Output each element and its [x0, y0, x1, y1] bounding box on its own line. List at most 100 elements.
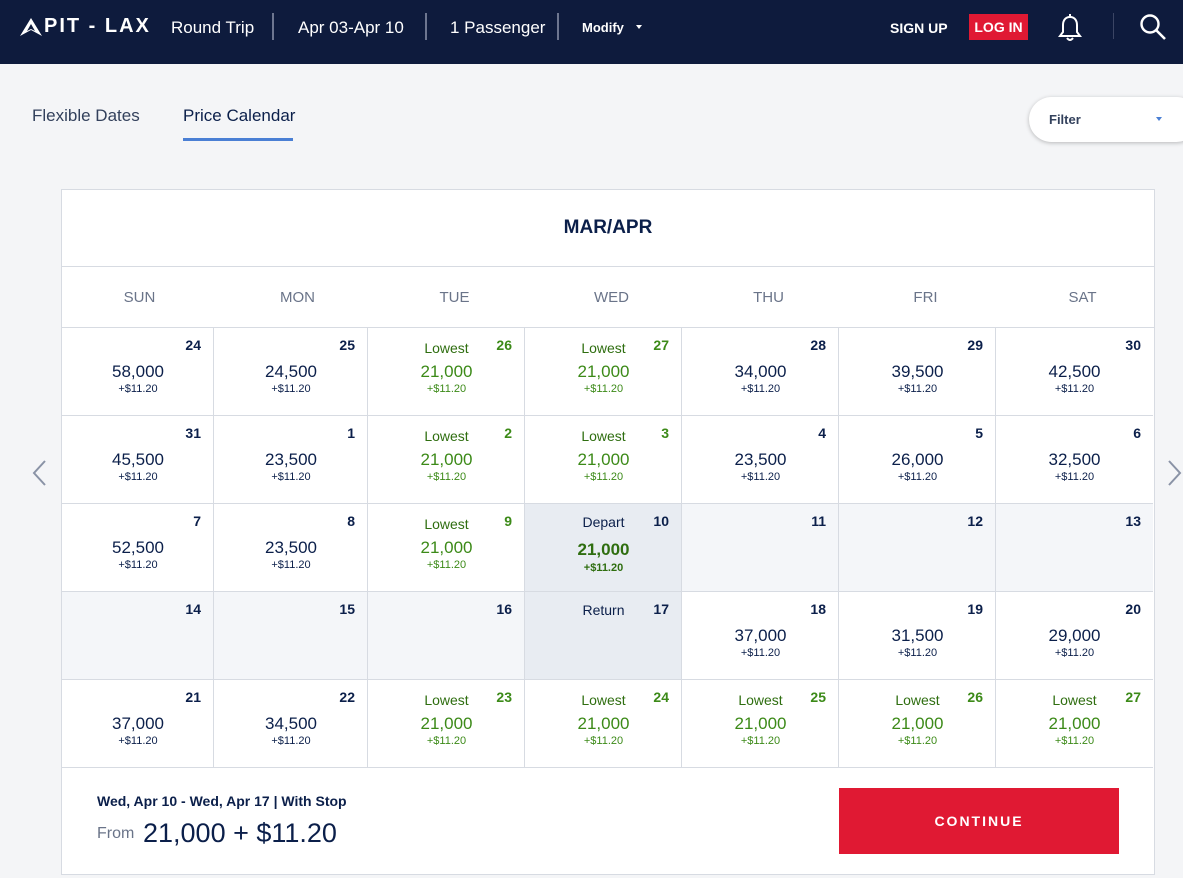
day-number: 23 [496, 689, 512, 705]
day-number: 1 [347, 425, 355, 441]
day-number: 28 [810, 337, 826, 353]
miles-price: 37,000 [112, 714, 164, 733]
calendar-day-selected[interactable]: 17 Return [525, 592, 682, 680]
chevron-down-icon[interactable] [636, 25, 642, 29]
fee-amount: +$11.20 [740, 735, 781, 747]
calendar-day[interactable]: 30 42,500 +$11.20 [996, 328, 1153, 416]
calendar-day[interactable]: 7 52,500 +$11.20 [62, 504, 214, 592]
selection-tag: Depart [582, 514, 625, 530]
fee-amount: +$11.20 [426, 735, 467, 747]
top-navigation-bar: PIT - LAX Round Trip Apr 03-Apr 10 1 Pas… [0, 0, 1183, 64]
divider [272, 13, 274, 40]
weekday-header: SUN MON TUE WED THU FRI SAT [62, 267, 1154, 328]
passenger-count[interactable]: 1 Passenger [450, 18, 546, 37]
continue-button[interactable]: CONTINUE [839, 788, 1119, 854]
calendar-day[interactable]: 29 39,500 +$11.20 [839, 328, 996, 416]
fee-amount: +$11.20 [271, 383, 311, 395]
calendar-day[interactable]: 2 Lowest 21,000 +$11.20 [368, 416, 525, 504]
calendar-day: 15 [214, 592, 368, 680]
fee-amount: +$11.20 [740, 383, 781, 395]
miles-price: 45,500 [112, 450, 164, 469]
calendar-day[interactable]: 24 58,000 +$11.20 [62, 328, 214, 416]
calendar-day[interactable]: 5 26,000 +$11.20 [839, 416, 996, 504]
calendar-day[interactable]: 3 Lowest 21,000 +$11.20 [525, 416, 682, 504]
lowest-fare-tag: Lowest [424, 428, 469, 444]
day-number: 20 [1125, 601, 1141, 617]
calendar-day[interactable]: 21 37,000 +$11.20 [62, 680, 214, 768]
miles-price: 21,000 [577, 714, 630, 733]
from-label: From [97, 825, 135, 842]
miles-price: 21,000 [420, 714, 473, 733]
route-title: PIT - LAX [44, 15, 151, 37]
miles-price: 23,500 [734, 450, 787, 469]
fee-amount: +$11.20 [271, 471, 311, 483]
miles-price: 21,000 [891, 714, 944, 733]
active-tab-indicator [183, 138, 293, 141]
search-icon[interactable] [1139, 13, 1167, 41]
next-month-arrow-icon[interactable] [1166, 460, 1182, 486]
tab-price-calendar[interactable]: Price Calendar [183, 106, 296, 125]
modify-button[interactable]: Modify [582, 20, 624, 35]
fee-amount: +$11.20 [118, 559, 158, 571]
calendar-day[interactable]: 20 29,000 +$11.20 [996, 592, 1153, 680]
day-number: 26 [496, 337, 512, 353]
calendar-day[interactable]: 23 Lowest 21,000 +$11.20 [368, 680, 525, 768]
day-number: 2 [504, 425, 512, 441]
fee-amount: +$11.20 [426, 383, 467, 395]
miles-price: 21,000 [1048, 714, 1101, 733]
selection-summary: Wed, Apr 10 - Wed, Apr 17 | With Stop Fr… [62, 768, 1154, 874]
calendar-day[interactable]: 22 34,500 +$11.20 [214, 680, 368, 768]
price-calendar: MAR/APR SUN MON TUE WED THU FRI SAT 24 58,000 +$… [61, 189, 1155, 875]
lowest-fare-tag: Lowest [424, 692, 469, 708]
calendar-day[interactable]: 28 34,000 +$11.20 [682, 328, 839, 416]
calendar-day[interactable]: 25 24,500 +$11.20 [214, 328, 368, 416]
calendar-day-selected[interactable]: 10 Depart 21,000 +$11.20 [525, 504, 682, 592]
log-in-button[interactable]: LOG IN [969, 14, 1028, 40]
weekday-label: FRI [913, 289, 938, 306]
calendar-day[interactable]: 6 32,500 +$11.20 [996, 416, 1153, 504]
fee-amount: +$11.20 [426, 471, 467, 483]
calendar-day: 14 [62, 592, 214, 680]
day-number: 30 [1125, 337, 1141, 353]
fee-amount: +$11.20 [897, 471, 938, 483]
calendar-day[interactable]: 27 Lowest 21,000 +$11.20 [996, 680, 1153, 768]
previous-month-arrow-icon[interactable] [32, 460, 48, 486]
lowest-fare-tag: Lowest [581, 428, 626, 444]
calendar-day[interactable]: 26 Lowest 21,000 +$11.20 [368, 328, 525, 416]
airline-logo-icon[interactable] [20, 15, 42, 39]
filter-dropdown[interactable]: Filter [1029, 97, 1183, 142]
calendar-day: 12 [839, 504, 996, 592]
sign-up-link[interactable]: SIGN UP [890, 20, 948, 36]
fee-amount: +$11.20 [897, 647, 938, 659]
calendar-day[interactable]: 1 23,500 +$11.20 [214, 416, 368, 504]
day-number: 13 [1125, 513, 1141, 529]
weekday-label: SAT [1068, 289, 1097, 306]
miles-price: 21,000 [420, 450, 473, 469]
calendar-day[interactable]: 4 23,500 +$11.20 [682, 416, 839, 504]
day-number: 10 [653, 513, 669, 529]
fee-amount: +$11.20 [118, 383, 158, 395]
miles-price: 31,500 [891, 626, 944, 645]
miles-price: 37,000 [734, 626, 787, 645]
day-number: 19 [967, 601, 983, 617]
trip-type[interactable]: Round Trip [171, 18, 255, 37]
divider [557, 13, 559, 40]
calendar-day[interactable]: 9 Lowest 21,000 +$11.20 [368, 504, 525, 592]
trip-dates[interactable]: Apr 03-Apr 10 [298, 18, 404, 37]
calendar-day[interactable]: 26 Lowest 21,000 +$11.20 [839, 680, 996, 768]
calendar-day[interactable]: 25 Lowest 21,000 +$11.20 [682, 680, 839, 768]
calendar-day[interactable]: 18 37,000 +$11.20 [682, 592, 839, 680]
calendar-day[interactable]: 19 31,500 +$11.20 [839, 592, 996, 680]
day-number: 7 [193, 513, 201, 529]
divider [425, 13, 427, 40]
notification-bell-icon[interactable] [1058, 14, 1082, 42]
day-number: 26 [967, 689, 983, 705]
calendar-day[interactable]: 31 45,500 +$11.20 [62, 416, 214, 504]
tab-flexible-dates[interactable]: Flexible Dates [32, 106, 140, 125]
miles-price: 29,000 [1048, 626, 1101, 645]
calendar-day[interactable]: 27 Lowest 21,000 +$11.20 [525, 328, 682, 416]
miles-price: 34,500 [265, 714, 317, 733]
miles-price: 32,500 [1048, 450, 1101, 469]
calendar-day[interactable]: 24 Lowest 21,000 +$11.20 [525, 680, 682, 768]
calendar-day[interactable]: 8 23,500 +$11.20 [214, 504, 368, 592]
